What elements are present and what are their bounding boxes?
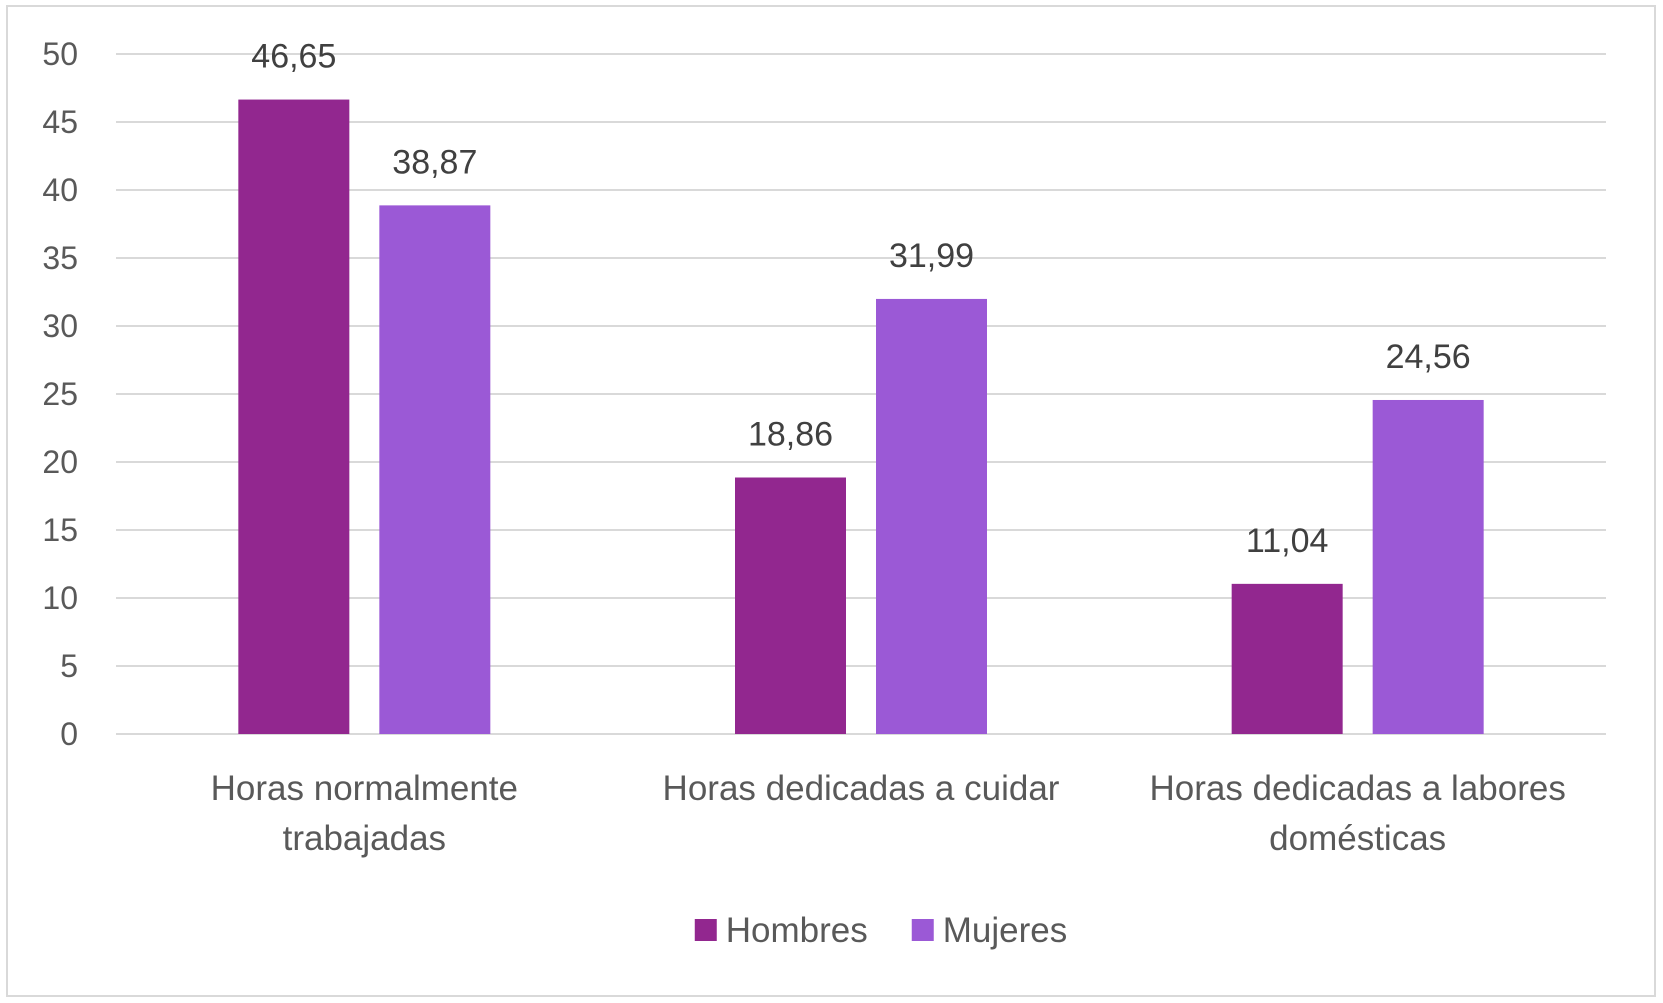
legend-label: Mujeres bbox=[943, 911, 1067, 950]
x-category-label: Horas dedicadas a cuidar bbox=[663, 769, 1060, 808]
legend-label: Hombres bbox=[726, 911, 868, 950]
bar-hombres bbox=[735, 477, 846, 734]
bar-hombres bbox=[1231, 583, 1343, 734]
data-label: 18,86 bbox=[748, 416, 833, 454]
y-tick-label: 25 bbox=[42, 376, 78, 412]
y-tick-label: 40 bbox=[42, 172, 78, 208]
x-category-label: domésticas bbox=[1269, 819, 1446, 858]
x-category-label: trabajadas bbox=[283, 819, 446, 858]
legend-swatch-mujeres bbox=[911, 919, 934, 941]
y-tick-label: 30 bbox=[42, 308, 78, 344]
data-label: 46,65 bbox=[251, 38, 336, 76]
data-label: 31,99 bbox=[889, 237, 974, 275]
x-category-label: Horas dedicadas a labores bbox=[1149, 769, 1565, 808]
y-tick-label: 20 bbox=[42, 444, 78, 480]
legend-swatch-hombres bbox=[694, 919, 717, 941]
y-tick-label: 35 bbox=[42, 240, 78, 276]
x-category-label: Horas normalmente bbox=[211, 769, 518, 808]
y-tick-label: 0 bbox=[60, 716, 78, 752]
bar-mujeres bbox=[876, 298, 987, 734]
data-label: 11,04 bbox=[1246, 522, 1329, 560]
y-tick-label: 5 bbox=[60, 648, 78, 684]
y-tick-label: 45 bbox=[42, 104, 78, 140]
bar-mujeres bbox=[1372, 399, 1484, 734]
y-tick-label: 50 bbox=[42, 36, 78, 72]
y-tick-label: 15 bbox=[42, 512, 78, 548]
data-label: 38,87 bbox=[392, 143, 477, 181]
y-tick-label: 10 bbox=[42, 580, 78, 616]
bar-hombres bbox=[238, 99, 350, 734]
bar-mujeres bbox=[379, 205, 491, 735]
data-label: 24,56 bbox=[1386, 338, 1471, 376]
